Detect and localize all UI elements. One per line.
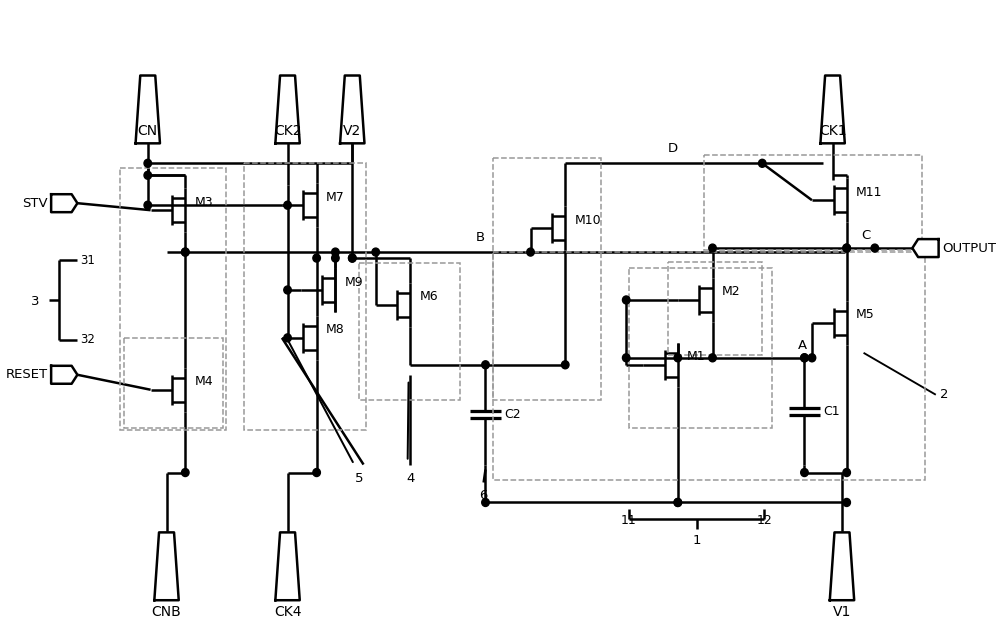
Text: M3: M3 [195,196,213,208]
Circle shape [622,354,630,362]
Text: M5: M5 [856,308,875,321]
Bar [493,158,601,400]
Circle shape [843,244,850,252]
Text: M11: M11 [856,186,883,198]
Polygon shape [912,239,939,257]
Polygon shape [275,76,300,144]
Text: 12: 12 [756,514,772,527]
Circle shape [313,254,320,262]
Text: CN: CN [138,124,158,139]
Text: M8: M8 [326,323,345,336]
Text: STV: STV [22,197,47,210]
Circle shape [808,354,816,362]
Circle shape [674,499,682,507]
Circle shape [284,334,291,342]
Text: CK4: CK4 [274,605,301,619]
Text: B: B [476,231,485,244]
Circle shape [182,248,189,256]
Circle shape [144,201,152,209]
Text: 2: 2 [940,388,949,401]
Text: A: A [798,339,807,352]
Text: C: C [861,229,870,242]
Circle shape [709,244,716,252]
Circle shape [801,354,808,362]
Text: RESET: RESET [5,368,47,381]
Text: M9: M9 [345,276,363,288]
Text: 32: 32 [80,333,95,346]
Text: M2: M2 [722,285,741,298]
Text: C1: C1 [823,405,840,417]
Circle shape [843,469,850,477]
Text: C2: C2 [504,408,521,421]
Text: CNB: CNB [152,605,181,619]
Text: CK2: CK2 [274,124,301,139]
Bar [120,168,226,430]
Polygon shape [51,366,77,384]
Text: 31: 31 [80,253,95,266]
Bar [704,155,922,250]
Circle shape [801,354,808,362]
Bar [244,163,366,430]
Text: V2: V2 [343,124,361,139]
Circle shape [144,171,152,179]
Circle shape [482,499,489,507]
Text: M7: M7 [326,191,345,203]
Bar [629,268,772,427]
Text: 11: 11 [621,514,637,527]
Circle shape [284,201,291,209]
Text: M1: M1 [687,350,706,363]
Circle shape [622,296,630,304]
Polygon shape [830,532,854,600]
Circle shape [801,469,808,477]
Circle shape [843,499,850,507]
Polygon shape [820,76,845,144]
Text: 1: 1 [692,534,701,547]
Polygon shape [275,532,300,600]
Circle shape [482,361,489,369]
Bar [493,252,925,479]
Text: 3: 3 [31,295,40,308]
Circle shape [313,469,320,477]
Polygon shape [340,76,364,144]
Text: 5: 5 [355,472,363,485]
Circle shape [332,248,339,256]
Text: V1: V1 [833,605,851,619]
Text: M4: M4 [195,375,213,388]
Circle shape [332,254,339,262]
Bar [359,263,460,400]
Circle shape [674,499,682,507]
Circle shape [349,254,356,262]
Text: M6: M6 [420,290,438,303]
Circle shape [527,248,534,256]
Circle shape [871,244,879,252]
Text: 4: 4 [406,472,415,485]
Text: CK1: CK1 [819,124,846,139]
Circle shape [674,354,682,362]
Circle shape [144,159,152,167]
Circle shape [843,244,850,252]
Circle shape [372,248,379,256]
Circle shape [284,286,291,294]
Circle shape [709,354,716,362]
Text: M10: M10 [575,213,601,227]
Circle shape [758,159,766,167]
Bar [668,262,762,355]
Polygon shape [51,194,77,212]
Text: OUTPUT: OUTPUT [942,241,996,255]
Circle shape [182,469,189,477]
Text: 6: 6 [479,489,488,502]
Circle shape [182,248,189,256]
Bar [124,338,223,427]
Polygon shape [136,76,160,144]
Polygon shape [154,532,179,600]
Circle shape [561,361,569,369]
Text: D: D [668,142,678,155]
Circle shape [349,254,356,262]
